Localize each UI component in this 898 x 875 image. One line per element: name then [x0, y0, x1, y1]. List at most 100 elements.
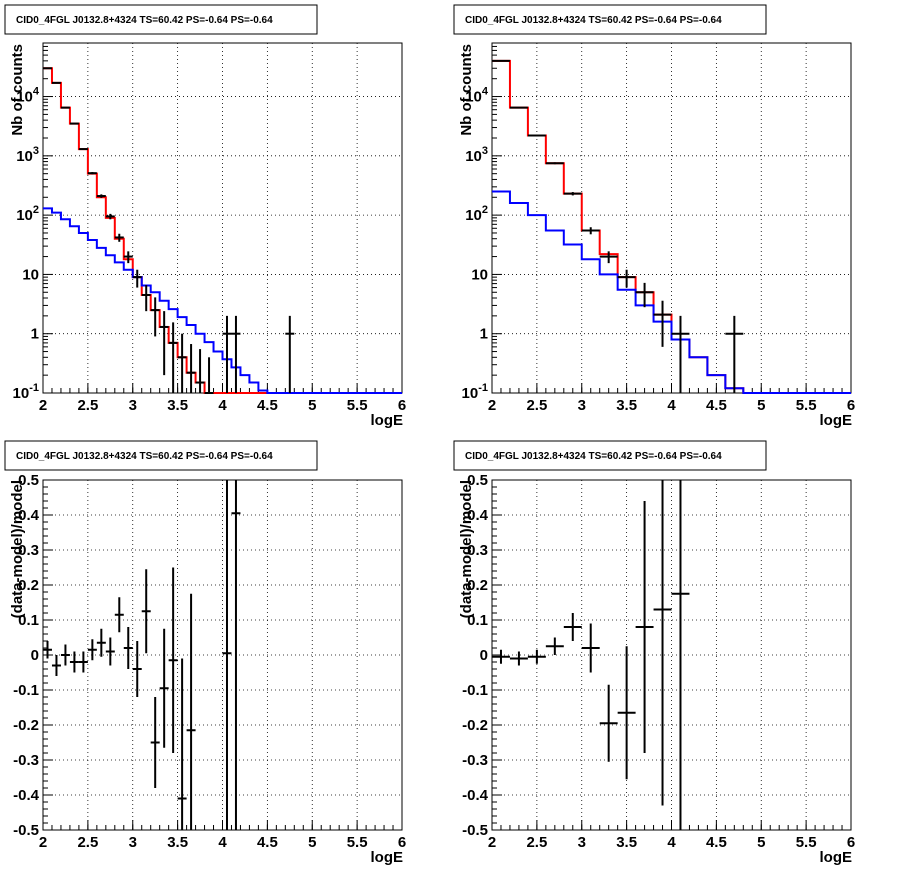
y-tick-label: -0.4 [462, 787, 489, 804]
x-tick-label: 5.5 [796, 397, 817, 414]
data-point [132, 269, 142, 288]
data-point [186, 344, 196, 393]
y-axis-label: (data-model)/model [458, 480, 475, 618]
x-tick-label: 3.5 [616, 834, 637, 851]
data-point [725, 315, 744, 393]
pad-title: CID0_4FGL J0132.8+4324 TS=60.42 PS=-0.64… [465, 15, 722, 26]
y-tick-label: 0 [31, 647, 39, 664]
data-point [69, 122, 79, 125]
x-tick-label: 6 [847, 397, 855, 414]
x-tick-label: 5.5 [347, 397, 368, 414]
data-point [150, 697, 160, 788]
y-tick-label: 0.5 [467, 472, 488, 489]
data-point [599, 684, 618, 762]
pad-title-box [453, 440, 767, 471]
x-tick-label: 2.5 [526, 834, 547, 851]
data-point [177, 333, 187, 393]
x-tick-label: 3 [129, 834, 137, 851]
pad-title: CID0_4FGL J0132.8+4324 TS=60.42 PS=-0.64… [16, 451, 273, 462]
data-point [123, 251, 133, 264]
data-point [96, 194, 106, 198]
pad-title-box [4, 440, 318, 471]
data-point [159, 628, 169, 748]
data-point [671, 315, 690, 393]
x-tick-label: 2.5 [77, 397, 98, 414]
x-tick-label: 2.5 [526, 397, 547, 414]
x-tick-label: 5 [757, 834, 765, 851]
x-tick-label: 3 [129, 397, 137, 414]
data-point [653, 480, 672, 806]
data-point [635, 282, 654, 308]
x-tick-label: 5.5 [796, 834, 817, 851]
data-point [114, 597, 124, 633]
data-point [617, 269, 636, 288]
x-tick-label: 2 [39, 834, 47, 851]
data-point [87, 172, 97, 175]
x-axis-label: logE [371, 849, 404, 866]
background-model-histogram [43, 207, 402, 394]
data-points [43, 480, 241, 830]
data-point [617, 646, 636, 780]
data-point [222, 315, 232, 393]
y-tick-label: 0.1 [467, 612, 488, 629]
data-point [563, 192, 582, 196]
data-point [60, 106, 70, 109]
data-point [168, 567, 178, 753]
data-point [581, 227, 600, 235]
data-point [509, 651, 528, 666]
residual-plot-coarse-bins: 2 2.5 3 3.5 4 4.5 5 5.5 6 -0.5 -0.4 -0.3 -0.2 -0.1 0 0.… [453, 440, 855, 866]
y-tick-label: -0.5 [462, 822, 488, 839]
data-point [231, 480, 241, 830]
x-tick-label: 3.5 [167, 834, 188, 851]
x-axis-label: logE [820, 849, 853, 866]
data-point [159, 311, 169, 376]
x-tick-label: 6 [398, 834, 406, 851]
x-tick-label: 2.5 [77, 834, 98, 851]
y-tick-label: 1 [480, 326, 488, 343]
x-tick-label: 3 [578, 834, 586, 851]
data-point [509, 106, 528, 109]
x-tick-label: 3 [578, 397, 586, 414]
y-tick-label: -0.3 [13, 752, 39, 769]
data-points [492, 480, 690, 830]
x-tick-label: 4.5 [706, 397, 727, 414]
data-point [87, 639, 97, 661]
x-axis-label: logE [371, 412, 404, 429]
x-tick-label: 5 [308, 834, 316, 851]
x-tick-label: 6 [398, 397, 406, 414]
y-tick-label: -0.5 [13, 822, 39, 839]
pad-title-box [4, 4, 318, 35]
pad-title: CID0_4FGL J0132.8+4324 TS=60.42 PS=-0.64… [16, 15, 273, 26]
data-point [60, 644, 70, 666]
x-tick-label: 4 [218, 397, 227, 414]
y-axis-label: Nb of counts [458, 44, 475, 136]
x-tick-label: 2 [488, 397, 496, 414]
data-point [168, 322, 178, 393]
data-point [114, 233, 124, 242]
x-tick-label: 5 [308, 397, 316, 414]
y-tick-label: -0.2 [462, 717, 488, 734]
residual-plot-fine-bins: 2 2.5 3 3.5 4 4.5 5 5.5 6 -0.5 -0.4 -0.3 -0.2 -0.1 0 0.… [4, 440, 406, 866]
y-tick-label: 0.5 [18, 472, 39, 489]
y-tick-label: 0.4 [467, 507, 489, 524]
counts-plot-fine-bins: 2 2.5 3 3.5 4 4.5 5 5.5 610-1110102103104CID0_4F… [4, 4, 406, 429]
data-point [527, 649, 546, 664]
y-tick-label: 0.4 [18, 507, 40, 524]
data-point [195, 349, 205, 393]
data-point [141, 285, 151, 312]
y-tick-label: -0.3 [462, 752, 488, 769]
y-tick-label: 10 [471, 266, 488, 283]
data-point [43, 641, 52, 659]
y-tick-label: 0.3 [467, 542, 488, 559]
y-tick-label: -0.4 [13, 787, 40, 804]
x-tick-label: 6 [847, 834, 855, 851]
data-point [105, 637, 115, 666]
data-point [563, 613, 582, 641]
y-tick-label: 0.1 [18, 612, 39, 629]
background-model-histogram [492, 190, 851, 394]
pad-title-box [453, 4, 767, 35]
y-tick-label: 1 [31, 326, 39, 343]
data-point [51, 655, 61, 676]
